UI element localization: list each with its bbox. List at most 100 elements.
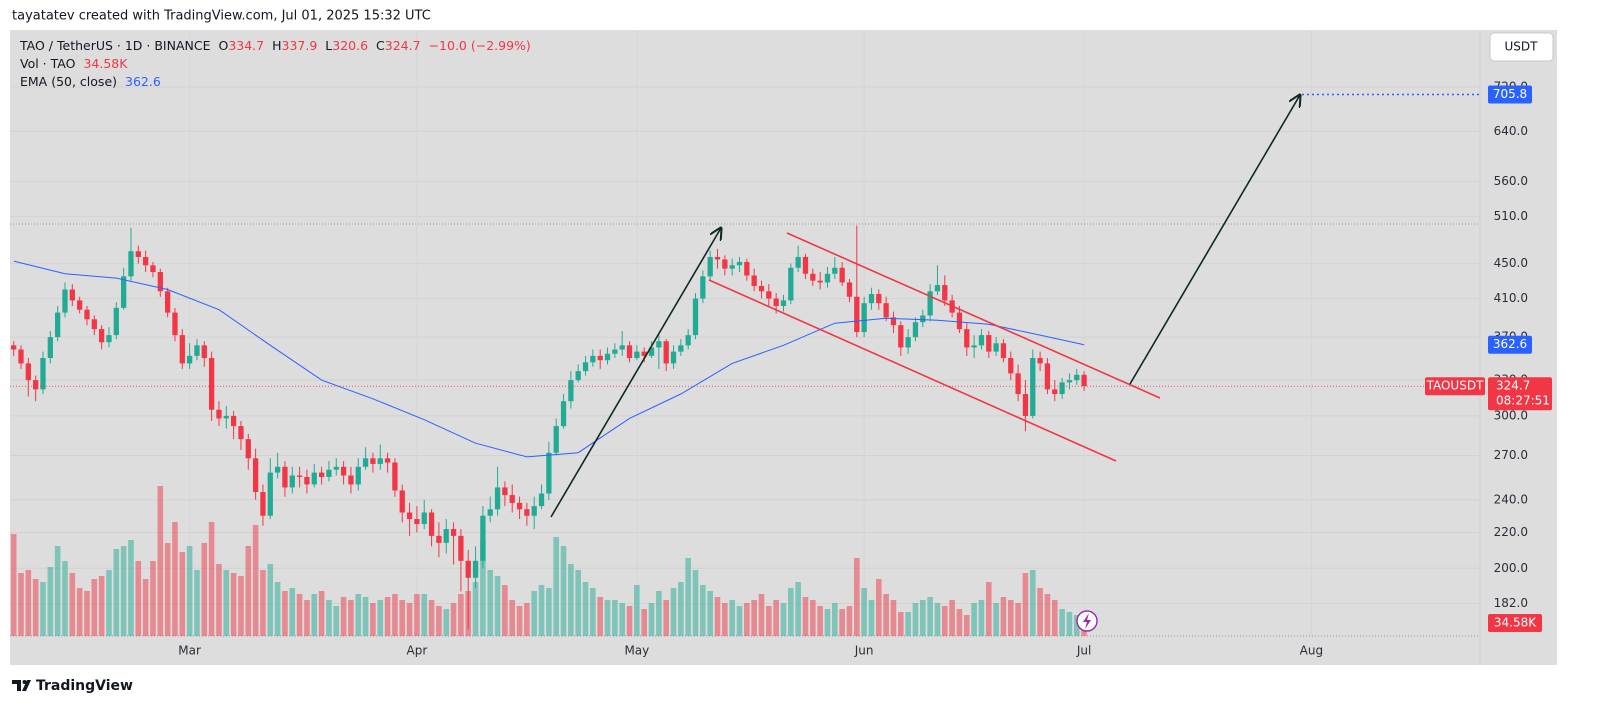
candle-body [648,347,655,356]
volume-pane [10,486,1087,636]
candle-body [978,335,985,346]
candle-body [516,502,523,510]
candle-body [766,291,772,299]
candle-body [128,251,134,277]
candle-body [18,349,24,364]
volume-bar [480,540,486,636]
candle-body [480,515,486,561]
volume-bar [641,609,647,636]
candle-body [216,409,222,419]
y-tick-label: 640.0 [1494,124,1528,138]
volume-bar [1066,612,1073,636]
grid: Mar Apr May Jun Jul Aug [10,30,1480,658]
volume-bar [406,603,413,636]
y-tick-label: 450.0 [1494,256,1528,270]
volume-bar [714,597,721,636]
candle-body [1000,343,1007,359]
candle-body [238,426,244,440]
candle-body [267,472,273,516]
candle-body [33,380,39,390]
candle-body [142,256,149,266]
currency-label[interactable]: USDT [1505,40,1539,54]
ema-name: EMA (50, close) [20,74,117,89]
candle-body [883,303,889,318]
candle-body [245,439,251,459]
logo-dot [22,680,27,684]
y-tick-label: 510.0 [1494,209,1528,223]
volume-bar [157,486,164,636]
volume-bar [370,603,376,636]
volume-bar [502,585,508,636]
candle-body [824,273,831,283]
volume-bar [10,534,17,636]
volume-bar [634,585,640,636]
candle-body [355,466,361,485]
volume-bar [450,603,457,636]
volume-bar [773,600,779,636]
ohlc-value: 334.7 [228,38,264,53]
candle-body [971,345,977,348]
volume-bar [898,612,904,636]
candle-body [450,529,457,536]
volume-bar [876,579,882,636]
candle-body [84,309,90,320]
candle-body [722,259,728,269]
candle-body [289,475,295,488]
candle-body [714,256,721,260]
volume-bar [128,540,134,636]
volume-bar [780,603,787,636]
candle-body [25,363,31,381]
volume-bar [186,546,193,636]
volume-bar [135,561,142,636]
candle-body [942,285,948,301]
volume-bar [1037,588,1043,636]
volume-bar [963,615,970,636]
candle-body [553,426,559,453]
volume-bar [98,576,105,636]
volume-bar [524,603,530,636]
candle-body [414,519,420,525]
y-tick-label: 200.0 [1494,561,1528,575]
candle-body [773,298,779,306]
volume-bar [758,594,765,636]
volume-bar [619,603,625,636]
volume-bar [612,600,618,636]
candle-body [641,351,647,356]
candle-body [421,512,427,525]
volume-bar [538,585,545,636]
volume-bar [208,522,215,636]
candle-body [795,256,801,268]
candle-body [172,312,178,336]
volume-bar [956,609,963,636]
ticker-label: TAOUSDT [1426,379,1484,393]
candle-body [333,466,339,470]
currency-button[interactable] [1489,32,1554,62]
candle-body [1030,358,1036,416]
candle-body [69,289,75,301]
candle-body [1074,374,1080,381]
channel-line [786,232,1161,399]
volume-bar [516,606,523,636]
candle-body [670,351,677,364]
volume-bar [458,594,464,636]
volume-bar [1059,609,1065,636]
candle-body [194,345,200,356]
x-tick-label: Mar [178,644,201,658]
candle-body [934,285,941,292]
volume-bar [788,588,794,636]
candle-body [465,560,471,578]
volume-bar [76,588,83,636]
volume-bar [700,585,706,636]
candle-body [509,495,515,503]
volume-bar [685,558,691,636]
y-tick-label: 182.0 [1494,596,1528,610]
volume-bar [920,600,926,636]
x-tick-label: Jul [1076,644,1091,658]
candle-body [905,337,911,348]
volume-bar [245,546,252,636]
volume-bar [854,558,860,636]
volume-bar [494,576,501,636]
volume-bar [604,600,611,636]
